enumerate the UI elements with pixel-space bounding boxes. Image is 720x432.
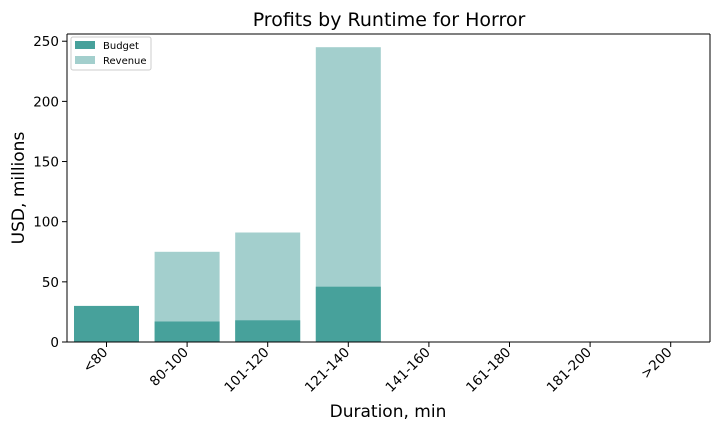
y-tick-label: 250 [33, 34, 59, 50]
bars-group [74, 47, 381, 342]
legend-label-budget: Budget [103, 41, 139, 52]
bar-budget-0 [74, 305, 139, 342]
legend-swatch-budget [75, 41, 95, 49]
bar-budget-1 [154, 321, 220, 342]
legend-swatch-revenue [75, 56, 95, 64]
y-tick-label: 100 [33, 215, 59, 231]
x-tick-label: 101-120 [221, 345, 272, 396]
x-axis-label: Duration, min [330, 402, 447, 422]
x-tick-label: >200 [638, 345, 676, 383]
y-tick-label: 200 [33, 94, 59, 110]
legend: Budget Revenue [70, 36, 152, 71]
bar-budget-3 [315, 286, 381, 342]
y-axis-label: USD, millions [9, 132, 29, 245]
x-tick-label: <80 [80, 345, 111, 376]
x-tick-label: 181-200 [544, 345, 595, 396]
x-tick-label: 80-100 [147, 345, 192, 390]
bar-budget-2 [235, 320, 301, 342]
y-tick-label: 50 [42, 275, 59, 291]
x-tick-label: 161-180 [463, 345, 514, 396]
x-axis-ticks: <80 80-100 101-120 121-140 141-160 161-180 181… [80, 342, 676, 396]
legend-label-revenue: Revenue [103, 56, 147, 67]
y-tick-label: 150 [33, 155, 59, 171]
y-tick-label: 0 [50, 335, 59, 351]
chart-title: Profits by Runtime for Horror [253, 9, 526, 31]
x-tick-label: 141-160 [383, 345, 434, 396]
y-axis-ticks: 0 50 100 150 200 250 [33, 34, 67, 351]
x-tick-label: 121-140 [302, 345, 353, 396]
